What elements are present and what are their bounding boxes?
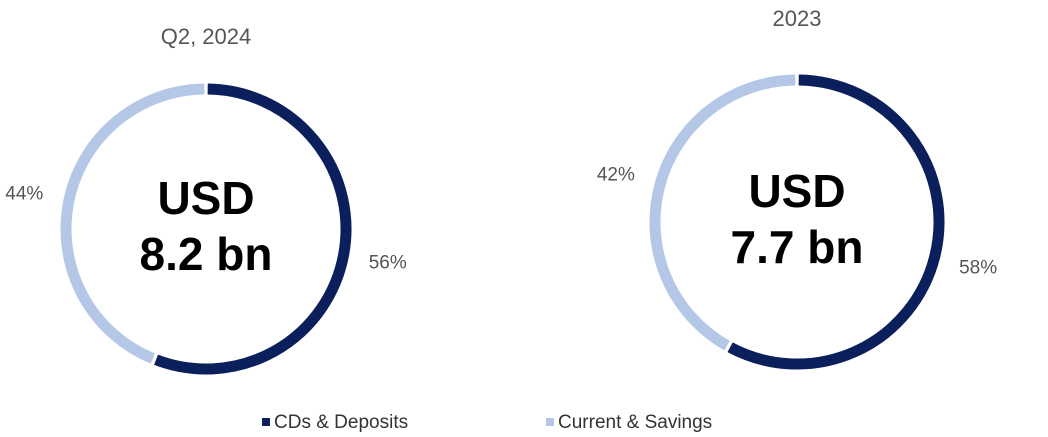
center-text: USD [157, 172, 254, 224]
legend-swatch [262, 418, 270, 426]
data-label: 56% [369, 253, 407, 274]
chart-title: 2023 [773, 6, 822, 31]
center-text: USD [748, 165, 845, 217]
chart-title: Q2, 2024 [161, 24, 252, 49]
center-text: 8.2 bn [140, 228, 273, 280]
data-label: 58% [959, 258, 997, 279]
legend-label: CDs & Deposits [274, 412, 408, 433]
legend-swatch [546, 418, 554, 426]
donut-segment [727, 74, 945, 370]
donut-segment [649, 74, 796, 351]
donut-segment [60, 83, 205, 364]
data-label: 44% [5, 183, 43, 204]
donut-segment [154, 83, 352, 375]
center-text: 7.7 bn [731, 221, 864, 273]
legend-label: Current & Savings [558, 412, 712, 433]
data-label: 42% [597, 165, 635, 186]
